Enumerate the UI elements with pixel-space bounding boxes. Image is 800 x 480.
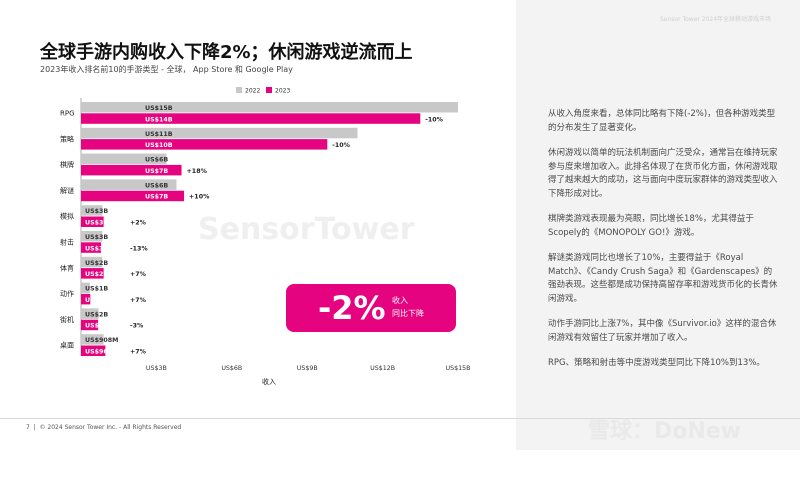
category-label: 桌面 [60,341,74,350]
bar-2023 [81,268,104,279]
bar-2022 [81,282,90,294]
category-label: 动作 [60,289,74,298]
change-label: +7% [130,349,147,356]
change-label: +18% [187,168,208,175]
bar-value-label: US$10B [145,142,173,149]
right-panel [516,0,800,450]
bar-2022 [81,102,458,113]
change-label: +7% [130,271,147,278]
insight-paragraph: 棋牌类游戏表现最为亮眼，同比增长18%，尤其得益于Scopely的《MONOPO… [548,214,754,238]
callout-label: 收入 同比下降 [392,294,424,320]
bar-value-label: US$2B [85,297,108,304]
bar-2022 [81,334,104,345]
bar-value-label: US$908M [85,337,118,344]
bar-value-label: US$6B [145,182,168,189]
bar-value-label: US$7B [145,194,168,201]
bar-value-label: US$3B [85,220,108,227]
page-title: 全球手游内购收入下降2%；休闲游戏逆流而上 [40,42,413,63]
category-label: 体育 [60,263,74,272]
yoy-callout: -2% 收入 同比下降 [286,284,456,332]
insight-paragraph: 休闲游戏以简单的玩法机制面向广泛受众，通常旨在维持玩家参与度来增加收入。此排名体… [548,148,778,199]
sensortower-watermark-logo: SensorTower [198,212,415,247]
bar-2023 [81,164,182,176]
revenue-bar-chart: 2022 2023 RPG US$15B US$14B -10% 策略 US$11B US$10… [60,87,471,386]
bar-value-label: US$7B [145,168,168,175]
bar-2023 [81,113,421,124]
category-label: 棋牌 [60,160,74,169]
insight-paragraph: 从收入角度来看，总体同比略有下降(-2%)，但各种游戏类型的分布发生了显著变化。 [548,109,776,133]
bar-2023 [81,242,102,253]
footer-copyright: 7 | © 2024 Sensor Tower Inc. - All Right… [26,424,182,431]
bar-2023 [81,139,328,150]
bar-value-label: US$3B [85,234,108,241]
callout-line1: 收入 [392,296,408,305]
insight-paragraph: RPG、策略和射击等中度游戏类型同比下降10%到13%。 [548,358,765,368]
change-label: +10% [189,194,210,201]
bar-2023 [81,293,91,305]
insight-text: 从收入角度来看，总体同比略有下降(-2%)，但各种游戏类型的分布发生了显著变化。… [548,108,778,383]
bar-value-label: US$3B [85,245,108,252]
bar-value-label: US$1B [85,286,108,293]
change-label: -13% [130,245,148,252]
category-label: 解谜 [60,186,74,195]
insight-paragraph: 动作手游同比上涨7%，其中像《Survivor.io》这样的混合休闲游戏有效留住… [548,319,777,343]
bar-value-label: US$2B [85,260,108,267]
bar-value-label: US$6B [145,157,168,164]
bar-value-label: US$11B [145,131,173,138]
bar-2023 [81,345,106,356]
footer-divider [0,418,800,419]
page-number: 7 [26,424,30,431]
copyright-text: © 2024 Sensor Tower Inc. - All Rights Re… [39,424,182,431]
legend-label-2023: 2023 [275,88,290,95]
category-label: 策略 [60,134,74,143]
bar-value-label: US$2B [85,323,108,330]
bar-2022 [81,153,167,165]
bar-2022 [81,205,103,216]
bar-2022 [81,256,103,268]
bar-2023 [81,216,104,227]
change-label: -10% [332,142,350,149]
bar-value-label: US$2B [85,311,108,318]
bar-2022 [81,179,177,190]
bar-value-label: US$3B [85,208,108,215]
bar-2022 [81,308,99,319]
x-tick-label: US$6B [221,365,242,372]
change-label: -3% [130,323,144,330]
insight-paragraph: 解谜类游戏同比也增长了10%，主要得益于《Royal Match》、《Candy… [548,253,778,304]
legend-swatch-2023 [266,87,272,93]
bar-value-label: US$2B [85,271,108,278]
category-label: 模拟 [60,212,74,221]
callout-value: -2% [318,289,386,327]
bar-2022 [81,127,358,139]
page-subtitle: 2023年收入排名前10的手游类型 - 全球， App Store 和 Goog… [40,65,293,74]
bar-2022 [81,231,103,242]
callout-line2: 同比下降 [392,309,424,318]
x-tick-label: US$9B [297,365,318,372]
x-tick-label: US$12B [370,365,395,372]
category-label: 射击 [60,238,74,247]
x-tick-label: US$15B [446,365,471,372]
category-label: RPG [60,110,75,118]
legend-swatch-2022 [236,87,242,93]
x-tick-label: US$3B [146,365,167,372]
bar-value-label: US$15B [145,105,173,112]
change-label: +2% [130,220,147,227]
bar-value-label: US$967M [85,349,118,356]
change-label: -10% [425,116,443,123]
bar-value-label: US$14B [145,116,173,123]
change-label: +7% [130,297,147,304]
corner-text: Sensor Tower 2024年全球移动游戏市场 [660,16,772,23]
x-axis-label: 收入 [262,377,276,386]
legend-label-2022: 2022 [245,88,260,95]
bar-2023 [81,319,99,331]
category-label: 街机 [60,315,74,324]
bar-2023 [81,190,185,202]
xueqiu-watermark: 雪球：DoNew [588,419,742,444]
